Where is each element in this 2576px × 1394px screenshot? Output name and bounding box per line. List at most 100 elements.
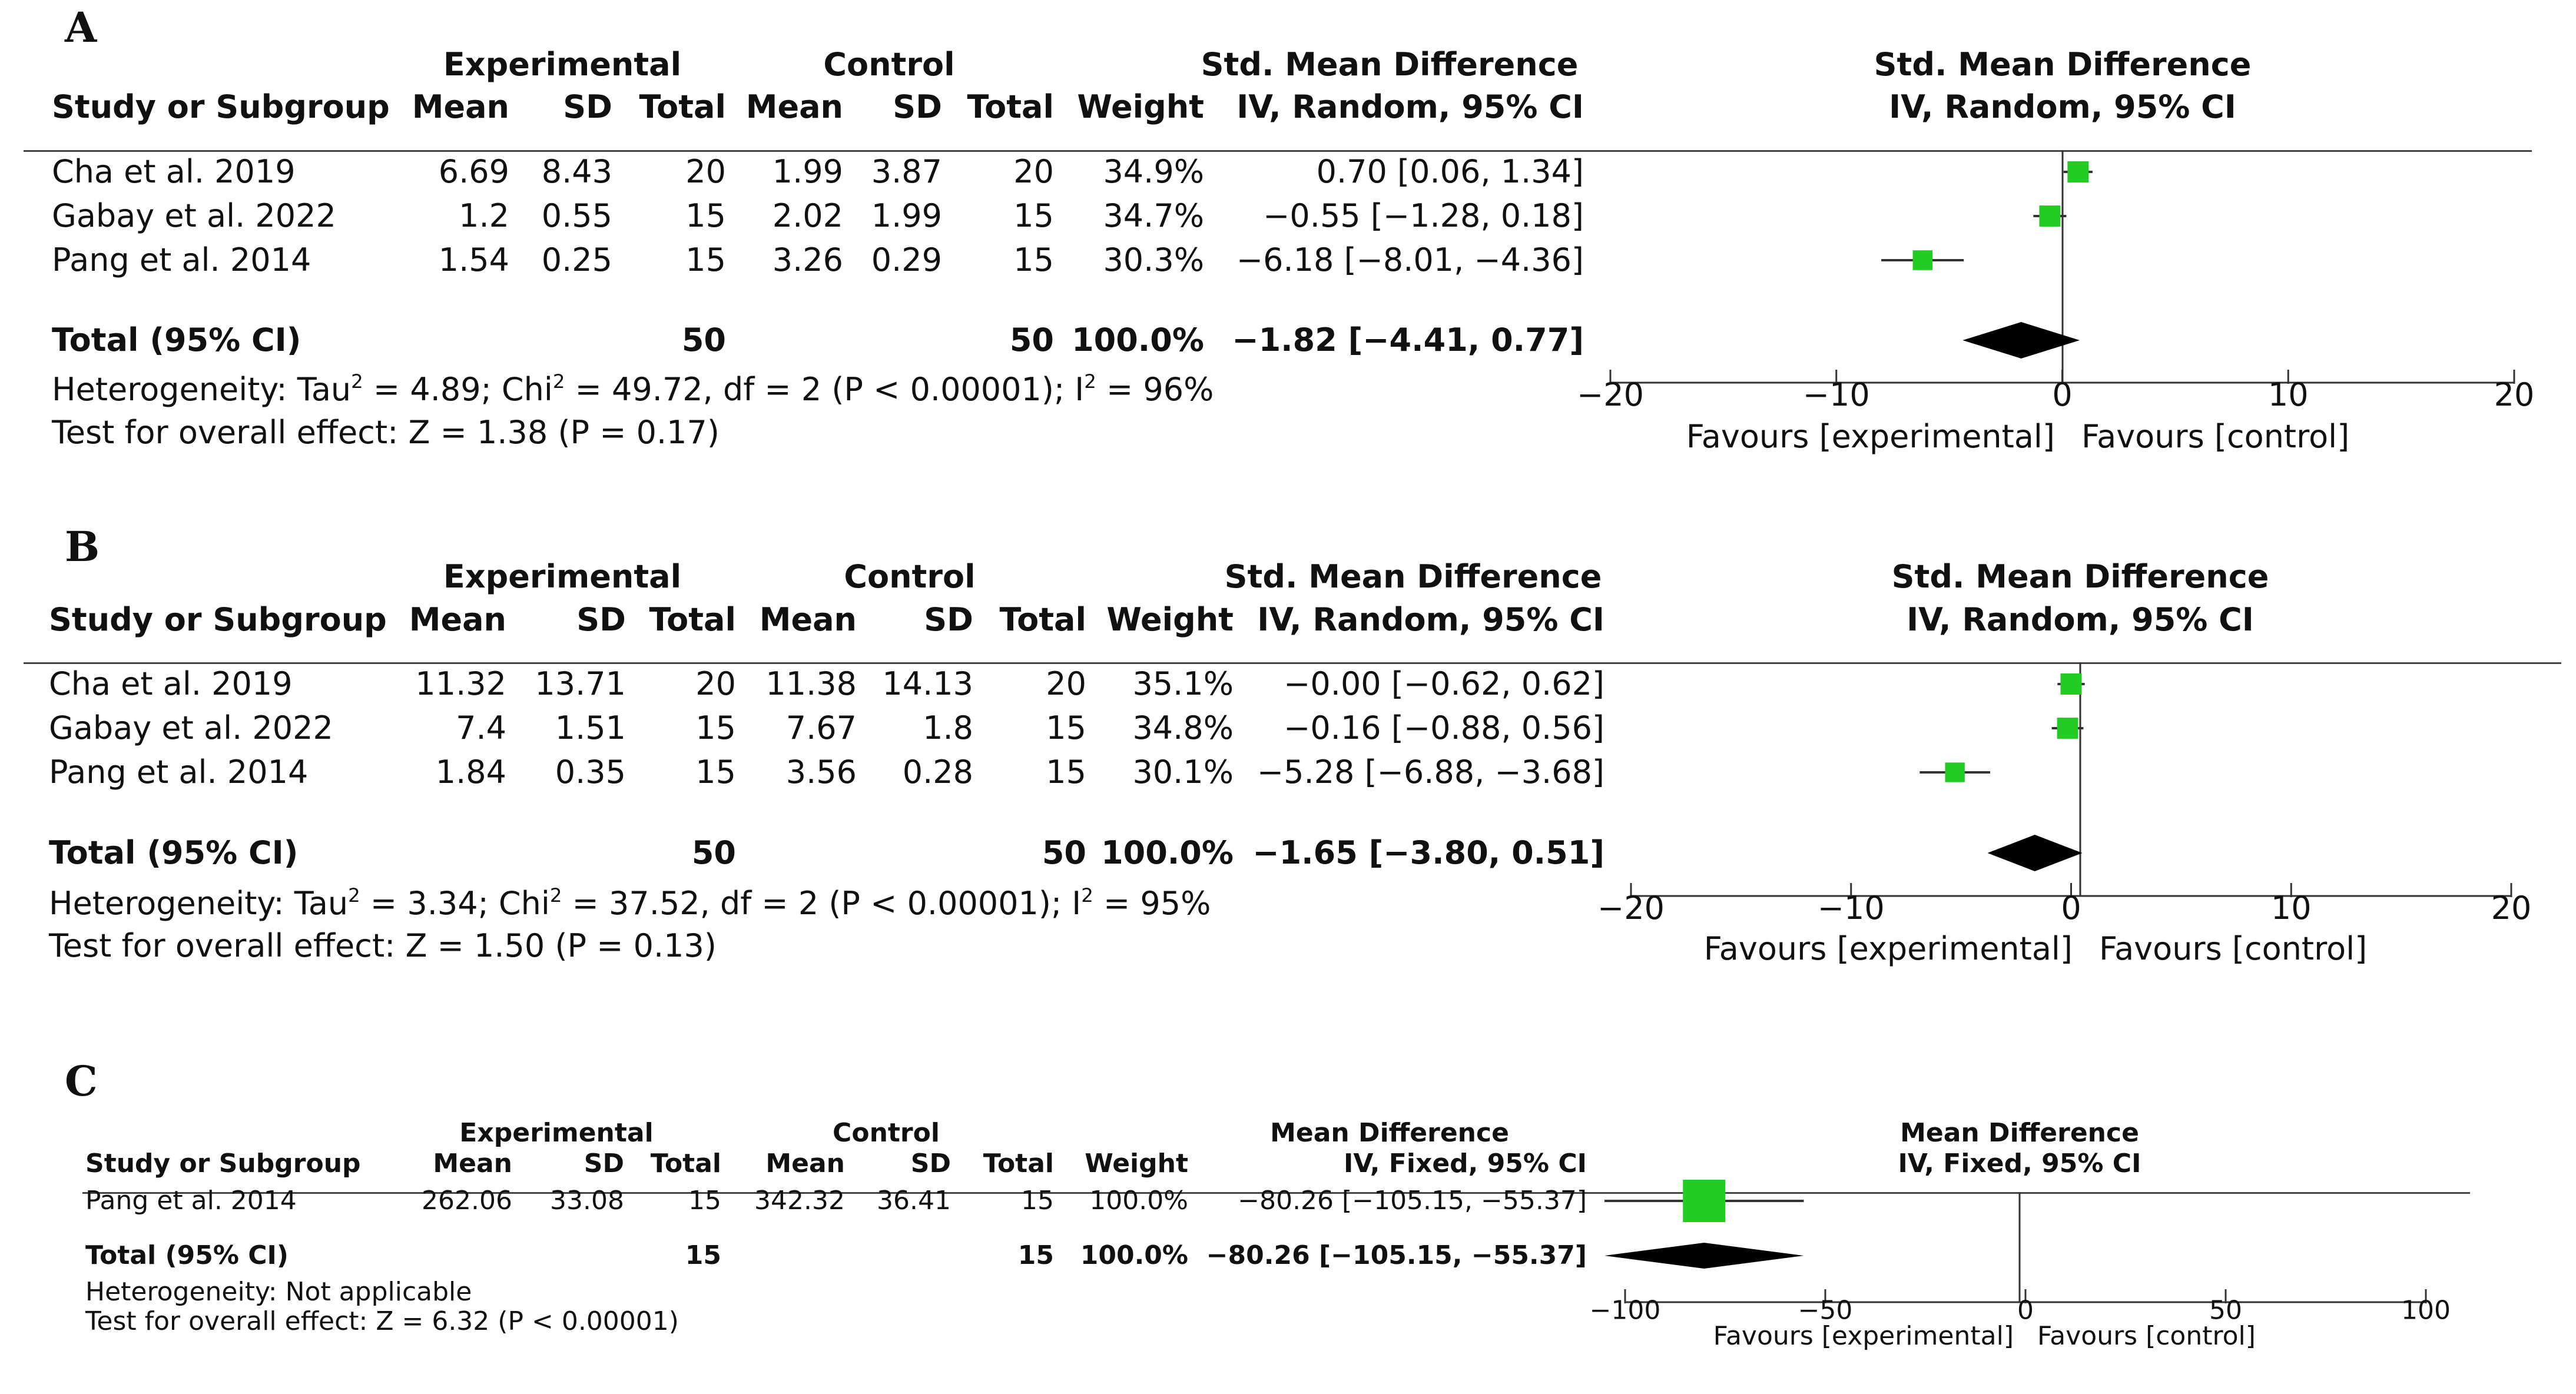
exp-mean-header: Mean [409,601,506,638]
exp-sd-header: SD [563,88,612,125]
x-tick-label: 10 [2271,889,2312,927]
panel-label: B [65,522,100,571]
ctl-sd: 3.87 [871,153,942,190]
favours-control-label: Favours [control] [2081,418,2350,455]
study-effect-marker [2039,205,2061,227]
overall-effect-text: Test for overall effect: Z = 6.32 (P < 0… [85,1306,679,1336]
effect-ci-text: −80.26 [−105.15, −55.37] [1238,1186,1587,1216]
exp-mean: 1.84 [435,754,506,791]
ctl-mean: 1.99 [772,153,843,190]
exp-sd-header: SD [576,601,626,638]
plot-method-header: IV, Fixed, 95% CI [1898,1149,2141,1179]
exp-mean: 6.69 [438,153,509,190]
header-rule [24,150,2532,152]
panel-label: C [65,1057,98,1106]
x-tick-label: 10 [2268,376,2309,413]
total-weight: 100.0% [1072,321,1204,359]
header-rule [82,1192,2470,1194]
study-column-header: Study or Subgroup [85,1149,361,1179]
ctl-total-n: 50 [1009,321,1054,359]
exp-total: 20 [685,153,726,190]
ctl-mean-header: Mean [765,1149,845,1179]
ctl-sd: 36.41 [877,1186,951,1216]
exp-total-n: 15 [685,1240,721,1270]
weight-value: 30.1% [1132,754,1234,791]
ctl-sd: 1.99 [871,197,942,234]
exp-mean: 1.2 [459,197,509,234]
x-tick-label: −20 [1577,376,1644,413]
study-effect-marker [2067,161,2089,182]
overall-effect-text: Test for overall effect: Z = 1.38 (P = 0… [52,414,720,451]
weight-header: Weight [1077,88,1204,125]
ctl-mean: 3.56 [785,754,857,791]
plot-effect-header: Std. Mean Difference [1874,46,2252,83]
exp-total-header: Total [649,601,736,638]
favours-experimental-label: Favours [experimental] [1713,1321,2014,1351]
exp-mean: 1.54 [438,241,509,278]
x-tick-label: 0 [2052,376,2072,413]
exp-total: 15 [685,197,726,234]
ctl-total-n: 15 [1017,1240,1054,1270]
heterogeneity-text: Heterogeneity: Tau2 = 3.34; Chi2 = 37.52… [49,884,1211,922]
pooled-effect-diamond [1987,835,2083,871]
study-column-header: Study or Subgroup [52,88,390,125]
method-header: IV, Random, 95% CI [1257,601,1604,638]
exp-sd: 0.55 [541,197,612,234]
exp-sd: 1.51 [555,709,626,746]
ctl-mean: 7.67 [785,709,857,746]
weight-value: 34.9% [1103,153,1204,190]
effect-measure-header: Std. Mean Difference [1201,46,1579,83]
effect-ci-text: −5.28 [−6.88, −3.68] [1256,754,1604,791]
weight-value: 35.1% [1132,665,1234,702]
ctl-total-header: Total [983,1149,1054,1179]
weight-header: Weight [1085,1149,1188,1179]
method-header: IV, Fixed, 95% CI [1344,1149,1587,1179]
study-effect-marker [1683,1180,1726,1222]
effect-measure-header: Std. Mean Difference [1224,558,1602,595]
ctl-mean: 3.26 [772,241,843,278]
ctl-mean: 11.38 [765,665,857,702]
total-weight: 100.0% [1080,1240,1188,1270]
x-tick-label: −20 [1597,889,1665,927]
total-label: Total (95% CI) [49,834,299,871]
control-group-header: Control [823,46,955,83]
ctl-sd: 1.8 [923,709,973,746]
ctl-sd-header: SD [910,1149,951,1179]
pooled-effect-diamond [1962,322,2080,359]
ctl-mean: 2.02 [772,197,843,234]
heterogeneity-text: Heterogeneity: Not applicable [85,1277,472,1307]
plot-method-header: IV, Random, 95% CI [1907,601,2254,638]
x-tick-label: 100 [2401,1295,2451,1325]
study-effect-marker [1945,762,1965,782]
exp-total-n: 50 [681,321,726,359]
x-tick-label: 0 [2017,1295,2034,1325]
x-tick-label: −100 [1590,1295,1661,1325]
study-name: Pang et al. 2014 [49,754,309,791]
effect-ci-text: 0.70 [0.06, 1.34] [1316,153,1584,190]
x-tick-label: 20 [2494,376,2535,413]
ctl-sd: 0.28 [902,754,973,791]
ctl-total-n: 50 [1042,834,1086,871]
experimental-group-header: Experimental [443,558,682,595]
total-label: Total (95% CI) [85,1240,289,1270]
exp-total-header: Total [650,1149,721,1179]
x-tick-label: 20 [2491,889,2532,927]
ctl-mean: 342.32 [754,1186,845,1216]
exp-sd: 0.35 [555,754,626,791]
ctl-total: 15 [1013,197,1054,234]
x-tick-label: 0 [2061,889,2081,927]
exp-mean-header: Mean [412,88,509,125]
weight-value: 30.3% [1103,241,1204,278]
exp-total: 15 [688,1186,721,1216]
study-name: Cha et al. 2019 [49,665,293,702]
exp-total-header: Total [639,88,726,125]
header-rule [24,662,2561,664]
favours-experimental-label: Favours [experimental] [1703,930,2073,967]
ctl-total: 15 [1013,241,1054,278]
experimental-group-header: Experimental [459,1118,654,1148]
study-effect-marker [2060,673,2082,695]
method-header: IV, Random, 95% CI [1236,88,1584,125]
study-effect-marker [2057,718,2078,739]
effect-ci-text: −0.55 [−1.28, 0.18] [1263,197,1584,234]
exp-sd: 33.08 [550,1186,624,1216]
